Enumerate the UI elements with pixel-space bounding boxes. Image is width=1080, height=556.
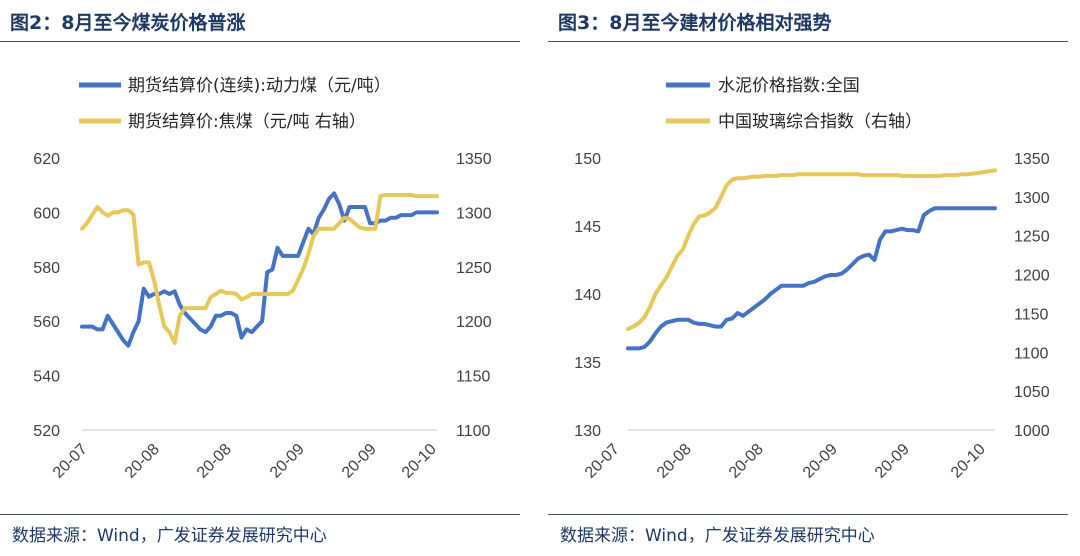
y-left-tick-label: 130 xyxy=(574,423,601,440)
y-left-tick-label: 580 xyxy=(33,260,60,277)
y-right-tick-label: 1350 xyxy=(1014,151,1050,168)
figure-title: 图2：8月至今煤炭价格普涨 xyxy=(10,12,246,34)
legend-label: 水泥价格指数:全国 xyxy=(718,76,860,96)
figure-title: 图3：8月至今建材价格相对强势 xyxy=(558,12,832,34)
bottom-rule xyxy=(0,514,520,515)
x-tick-label: 20-07 xyxy=(582,441,623,482)
legend-label: 期货结算价(连续):动力煤（元/吨） xyxy=(128,76,391,96)
series-line-secondary xyxy=(80,193,439,345)
source-note: 数据来源：Wind，广发证券发展研究中心 xyxy=(12,526,327,546)
figure-panel-coal: 图2：8月至今煤炭价格普涨 520 540 560 580 600 620 1100 1150… xyxy=(0,0,530,556)
x-tick-label: 20-09 xyxy=(267,441,308,482)
y-left-tick-label: 560 xyxy=(33,314,60,331)
x-tick-label: 20-10 xyxy=(948,441,989,482)
top-rule xyxy=(548,41,1068,42)
x-tick-label: 20-08 xyxy=(122,441,163,482)
y-right-tick-label: 1000 xyxy=(1014,423,1050,440)
x-tick-label: 20-08 xyxy=(726,441,767,482)
legend-label: 中国玻璃综合指数（右轴） xyxy=(718,112,922,132)
top-rule xyxy=(0,41,520,42)
y-right-tick-label: 1100 xyxy=(1014,345,1049,362)
y-right-tick-label: 1200 xyxy=(1014,268,1050,285)
legend-label: 期货结算价:焦煤（元/吨 右轴） xyxy=(128,112,366,132)
y-left-tick-label: 520 xyxy=(33,423,60,440)
x-tick-label: 20-08 xyxy=(654,441,695,482)
y-left-tick-label: 150 xyxy=(574,151,601,168)
y-right-tick-label: 1350 xyxy=(456,151,492,168)
y-left-tick-label: 620 xyxy=(33,151,60,168)
y-right-tick-label: 1200 xyxy=(456,314,492,331)
y-right-tick-label: 1150 xyxy=(456,369,491,386)
series-line-primary xyxy=(626,206,997,351)
y-right-tick-label: 1300 xyxy=(456,205,492,222)
y-right-tick-label: 1150 xyxy=(1014,306,1049,323)
y-left-tick-label: 145 xyxy=(574,219,601,236)
y-right-tick-label: 1100 xyxy=(456,423,491,440)
y-left-tick-label: 540 xyxy=(33,369,60,386)
y-right-tick-label: 1250 xyxy=(456,260,492,277)
x-tick-label: 20-09 xyxy=(872,441,913,482)
y-right-tick-label: 1250 xyxy=(1014,229,1050,246)
series-line-secondary xyxy=(626,168,997,331)
x-tick-label: 20-09 xyxy=(800,441,841,482)
y-left-tick-label: 600 xyxy=(33,205,60,222)
x-tick-label: 20-10 xyxy=(399,441,440,482)
x-tick-label: 20-08 xyxy=(194,441,235,482)
bottom-rule xyxy=(548,514,1068,515)
y-left-tick-label: 140 xyxy=(574,287,601,304)
y-right-tick-label: 1050 xyxy=(1014,384,1050,401)
x-tick-label: 20-09 xyxy=(339,441,380,482)
chart-coal-prices: 520 540 560 580 600 620 1100 1150 1200 1250 1300 13… xyxy=(33,76,492,482)
x-tick-label: 20-07 xyxy=(50,441,91,482)
y-left-tick-label: 135 xyxy=(574,355,601,372)
y-right-tick-label: 1300 xyxy=(1014,190,1050,207)
source-note: 数据来源：Wind，广发证券发展研究中心 xyxy=(560,526,875,546)
figure-panel-building-materials: 图3：8月至今建材价格相对强势 130 135 140 145 150 1000 1050 1… xyxy=(548,0,1078,556)
chart-building-materials: 130 135 140 145 150 1000 1050 1100 1150 1200 1250 1… xyxy=(574,76,1050,482)
